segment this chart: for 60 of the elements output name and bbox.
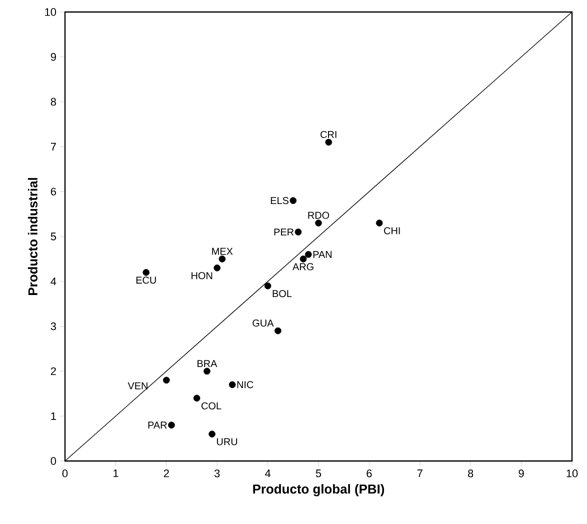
point: [304, 251, 312, 258]
y-tick-label: 0: [50, 457, 56, 465]
point: [142, 269, 150, 276]
point: [163, 376, 170, 384]
point: [274, 327, 282, 334]
annotation: PAR: [148, 422, 167, 429]
point: [228, 381, 236, 388]
annotation: CRI: [320, 130, 336, 138]
point: [294, 228, 302, 236]
x-tick-label: 6: [366, 470, 372, 478]
point: [218, 256, 226, 262]
annotation: GUA: [252, 320, 274, 327]
x-tick-label: 4: [265, 470, 271, 478]
annotation: CHI: [384, 227, 400, 234]
annotation: ARG: [292, 263, 314, 270]
point: [376, 220, 383, 226]
x-axis-title: Producto global (PBI): [253, 484, 384, 496]
x-tick-label: 8: [468, 470, 474, 478]
annotation: COL: [202, 402, 222, 410]
annotation: PAN: [313, 251, 332, 258]
x-tick-label: 9: [518, 470, 524, 478]
point: [325, 138, 332, 146]
x-tick-label: 7: [417, 470, 422, 478]
x-tick-label: 3: [214, 470, 220, 478]
y-tick-label: 1: [51, 412, 56, 420]
y-axis-title: Producto industrial: [28, 178, 38, 295]
x-tick-label: 5: [316, 470, 322, 478]
y-tick-label: 9: [50, 53, 56, 61]
point: [214, 264, 220, 272]
annotation: VEN: [128, 382, 148, 390]
point: [193, 394, 200, 402]
x-tick-label: 2: [164, 470, 169, 478]
y-tick-label: 8: [50, 98, 56, 106]
annotation: ELS: [270, 197, 288, 204]
x-tick-label: 0: [62, 470, 68, 478]
annotation: HON: [192, 272, 212, 280]
point: [315, 220, 322, 226]
x-tick-label: 10: [566, 470, 578, 478]
annotation: URU: [216, 438, 238, 446]
y-tick-label: 5: [50, 232, 56, 240]
y-tick-label: 3: [50, 322, 56, 330]
annotation: PER: [274, 228, 294, 236]
y-tick-label: 10: [45, 8, 56, 16]
annotation: ECU: [136, 276, 156, 284]
x-tick-label: 1: [113, 470, 118, 478]
y-tick-label: 7: [50, 142, 56, 150]
y-tick-label: 2: [50, 367, 56, 376]
point: [300, 256, 307, 262]
annotation: RDO: [308, 212, 330, 219]
y-tick-label: 6: [50, 188, 56, 196]
point: [290, 197, 297, 204]
point: [168, 422, 175, 428]
annotation: BRA: [198, 360, 218, 367]
annotation: NIC: [237, 381, 254, 388]
point: [204, 368, 210, 375]
point: [208, 430, 216, 438]
annotation: MEX: [212, 248, 233, 255]
y-tick-label: 4: [50, 278, 56, 286]
annotation: BOL: [272, 290, 292, 298]
point: [264, 282, 272, 290]
